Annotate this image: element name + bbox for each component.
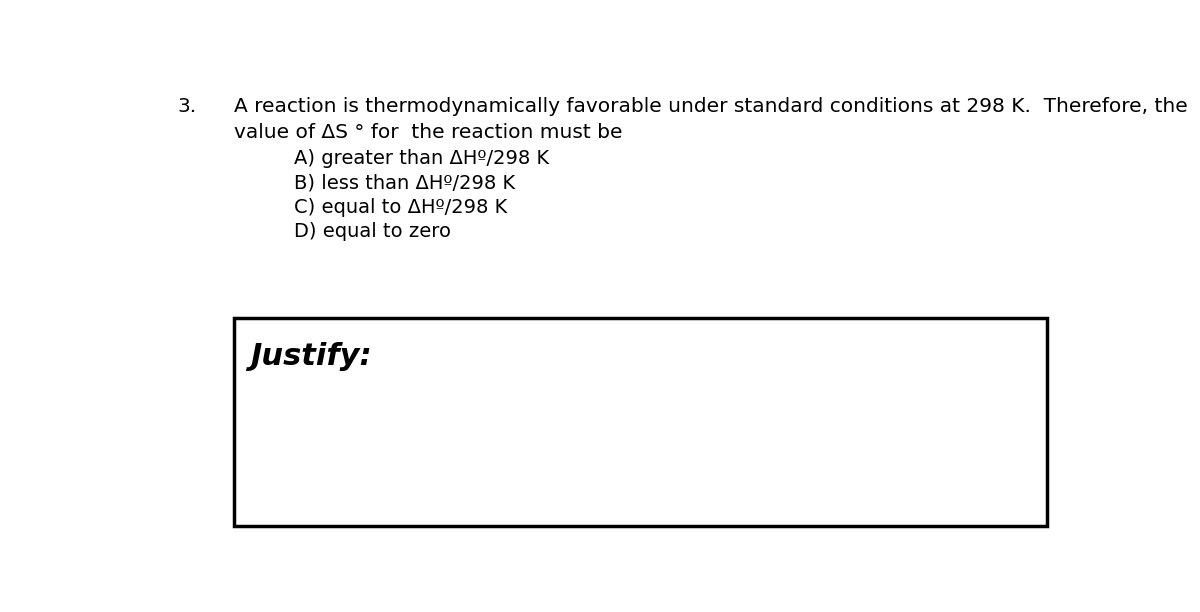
Text: C) equal to ΔHº/298 K: C) equal to ΔHº/298 K — [294, 198, 508, 217]
Text: value of ΔS ° for  the reaction must be: value of ΔS ° for the reaction must be — [234, 123, 623, 142]
Text: A reaction is thermodynamically favorable under standard conditions at 298 K.  T: A reaction is thermodynamically favorabl… — [234, 97, 1188, 116]
Text: Justify:: Justify: — [251, 342, 372, 371]
Text: D) equal to zero: D) equal to zero — [294, 222, 451, 241]
Text: B) less than ΔHº/298 K: B) less than ΔHº/298 K — [294, 173, 515, 192]
Text: 3.: 3. — [178, 97, 197, 116]
FancyBboxPatch shape — [234, 318, 1048, 526]
Text: A) greater than ΔHº/298 K: A) greater than ΔHº/298 K — [294, 149, 550, 168]
